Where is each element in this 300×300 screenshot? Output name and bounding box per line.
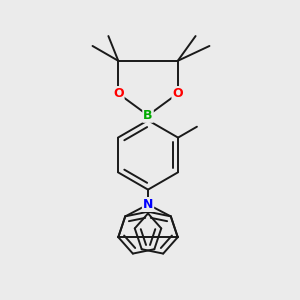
Text: B: B [143, 109, 153, 122]
Text: O: O [113, 87, 124, 100]
Text: O: O [172, 87, 183, 100]
Text: N: N [143, 198, 153, 211]
